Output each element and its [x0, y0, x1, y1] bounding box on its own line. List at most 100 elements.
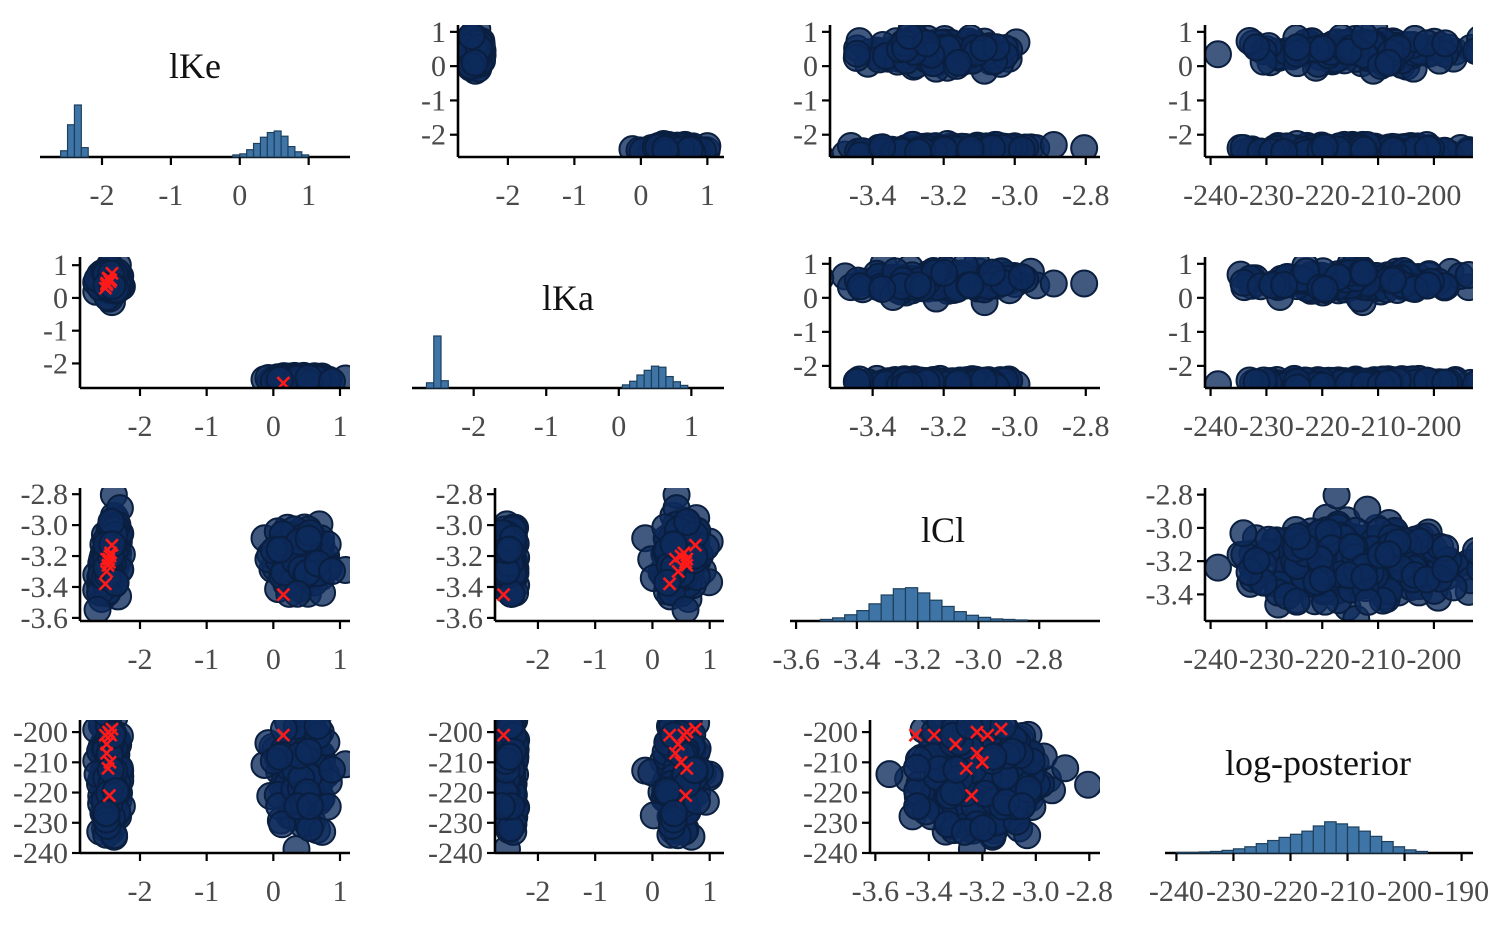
panel-y-tick-label: -2	[1168, 119, 1193, 152]
panel-y-tick-label: -200	[803, 716, 858, 749]
scatter-point	[875, 760, 904, 789]
histogram-bar	[679, 384, 689, 389]
scatter-point	[671, 595, 700, 621]
hist-x-tick-label: -3.2	[894, 643, 942, 676]
diagonal-title-lKe: lKe	[169, 46, 221, 86]
panel-x-tick-label: -220	[1295, 410, 1350, 443]
histogram-bar	[636, 374, 645, 389]
panel-x-tick-label: -2	[525, 643, 550, 676]
histogram-bar	[252, 142, 262, 158]
panel-x-tick-label: -210	[1351, 179, 1406, 212]
points-group	[495, 720, 724, 853]
points-group	[495, 488, 724, 621]
scatter-point	[944, 368, 973, 388]
histogram-bar	[1415, 850, 1428, 854]
histogram-bar	[989, 618, 1004, 622]
histogram-bar	[1221, 849, 1235, 854]
scatter-point	[1378, 266, 1407, 295]
panel-y-tick-label: 0	[803, 50, 818, 83]
panel-y-tick-label: -3.4	[21, 571, 69, 604]
scatter-point	[1461, 537, 1473, 565]
histogram-bar	[1232, 848, 1246, 854]
scatter-point	[495, 535, 524, 564]
start-point-cross	[970, 746, 984, 761]
panel-y-tick-label: -2.8	[1146, 479, 1194, 512]
panel-marks-3-1: -2 -1 0 1 -3.6-3.4-3.2-3.0-2.8	[21, 478, 350, 676]
panel-x-tick-label: -2	[525, 875, 550, 908]
panel-x-tick-label: -240	[1183, 643, 1238, 676]
panel-y-tick-label: -210	[803, 746, 858, 779]
scatter-point	[460, 48, 489, 77]
histogram-bar	[239, 153, 248, 158]
histogram-bar	[1244, 846, 1257, 854]
hist-x-tick-label: -190	[1434, 875, 1489, 908]
scatter-point	[895, 370, 924, 388]
start-point-cross	[674, 755, 688, 770]
panel-x-tick-label: 1	[333, 643, 348, 676]
scatter-point	[1374, 540, 1403, 569]
panel-1-1: lKe	[169, 46, 221, 86]
panel-marks-2-3: -3.4 -3.2 -3.0 -2.8 -2-101	[793, 248, 1110, 443]
histogram-bar	[844, 614, 858, 622]
panel-y-tick-label: -3.2	[436, 540, 484, 573]
start-point-cross	[980, 728, 995, 743]
panel-x-tick-label: -210	[1351, 643, 1406, 676]
start-point-cross	[908, 728, 923, 743]
start-point-cross	[98, 576, 113, 591]
scatter-point	[659, 799, 688, 828]
scatter-point	[895, 25, 924, 50]
histogram-bar	[1014, 619, 1028, 622]
histogram-bar	[294, 151, 303, 158]
panel-marks-4-3: -3.6 -3.4 -3.2 -3.0 -2.8 -240-230-220-210-200	[803, 716, 1113, 908]
points-group	[1205, 257, 1473, 388]
panel-x-tick-label: -230	[1239, 179, 1294, 212]
panel-x-tick-label: -220	[1295, 179, 1350, 212]
histogram-bar	[1210, 850, 1223, 854]
scatter-point	[1454, 261, 1473, 290]
scatter-point	[930, 258, 959, 287]
panel-y-tick-label: -200	[13, 716, 68, 749]
scatter-point	[956, 134, 985, 157]
panel-x-tick-label: -210	[1351, 410, 1406, 443]
scatter-point	[1242, 33, 1271, 62]
panel-x-tick-label: -3.2	[959, 875, 1007, 908]
histogram-bar	[60, 150, 69, 158]
histogram-bar	[929, 599, 943, 622]
start-point-cross	[948, 737, 963, 752]
histogram-bar	[904, 587, 919, 622]
scatter-point	[83, 595, 112, 621]
scatter-point	[1282, 587, 1311, 616]
panel-x-tick-label: -2	[128, 410, 153, 443]
scatter-point	[1461, 37, 1473, 65]
panel-y-tick-label: -2	[421, 119, 446, 152]
scatter-point	[904, 137, 933, 157]
panel-4-4: log-posterior	[1225, 743, 1411, 783]
scatter-point	[1270, 271, 1299, 300]
hist-x-tick-label: -220	[1263, 875, 1318, 908]
scatter-point	[303, 720, 332, 740]
panel-x-tick-label: -3.6	[852, 875, 900, 908]
panel-y-tick-label: -2	[793, 119, 818, 152]
scatter-point	[1431, 368, 1460, 388]
points-group	[830, 257, 1099, 388]
points-group	[830, 25, 1099, 157]
panel-y-tick-label: -230	[803, 807, 858, 840]
panel-y-tick-label: 1	[431, 16, 446, 49]
hist-x-tick-label: -210	[1320, 875, 1375, 908]
start-point-cross	[102, 788, 117, 803]
histogram-bar	[1175, 851, 1189, 854]
panel-x-tick-label: 0	[633, 179, 648, 212]
start-point-cross	[677, 728, 691, 743]
scatter-point	[318, 755, 347, 784]
histogram-bar	[232, 154, 241, 158]
scatter-point	[675, 135, 704, 157]
histogram-bar	[621, 384, 631, 389]
panel-y-tick-label: -3.6	[21, 602, 69, 635]
histogram-bar	[440, 380, 449, 389]
panel-y-tick-label: -240	[13, 837, 68, 870]
scatter-point	[265, 365, 294, 388]
panel-y-tick-label: -2	[43, 347, 68, 380]
histogram-bar	[1301, 830, 1314, 854]
scatter-point	[1431, 29, 1460, 58]
